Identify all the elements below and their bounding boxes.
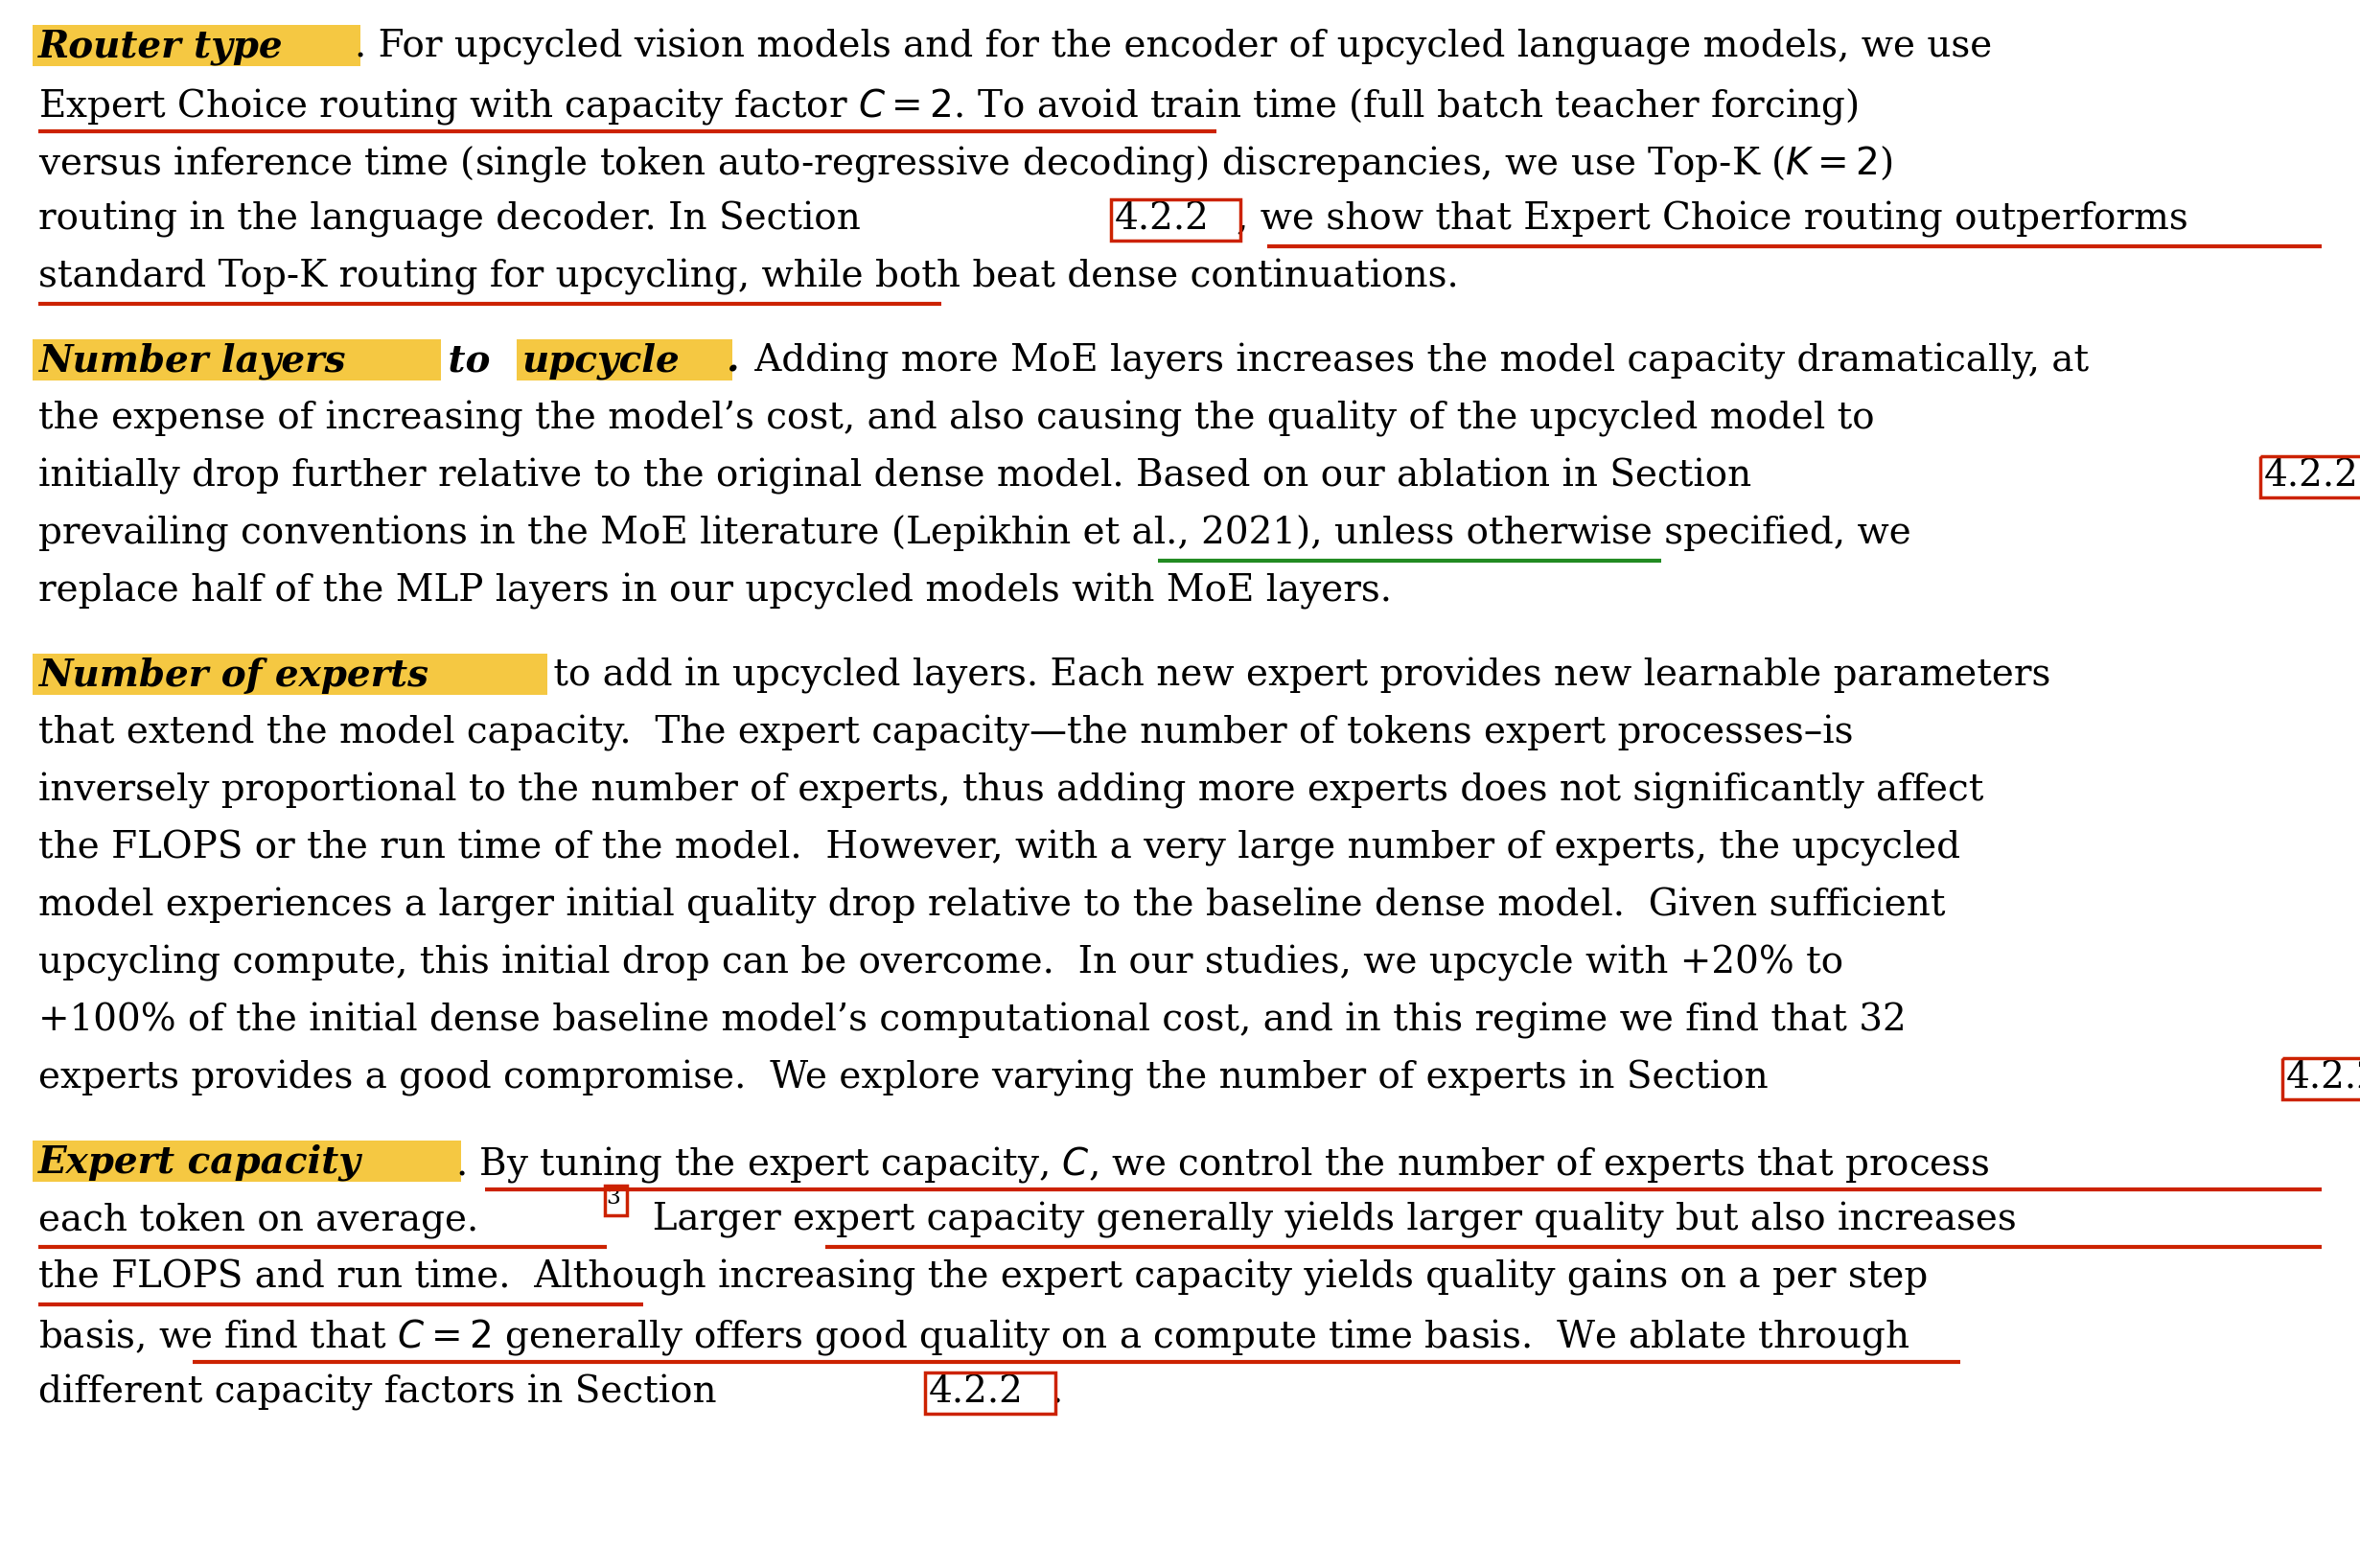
- FancyBboxPatch shape: [517, 339, 732, 381]
- FancyBboxPatch shape: [33, 1140, 460, 1182]
- Text: basis, we find that $C = 2$ generally offers good quality on a compute time basi: basis, we find that $C = 2$ generally of…: [38, 1317, 1909, 1358]
- Text: initially drop further relative to the original dense model. Based on our ablati: initially drop further relative to the o…: [38, 458, 1763, 494]
- Text: the expense of increasing the model’s cost, and also causing the quality of the : the expense of increasing the model’s co…: [38, 401, 1874, 437]
- Text: . For upcycled vision models and for the encoder of upcycled language models, we: . For upcycled vision models and for the…: [354, 28, 1992, 66]
- Text: 4.2.2: 4.2.2: [2287, 1060, 2360, 1096]
- Text: each token on average.: each token on average.: [38, 1203, 479, 1237]
- Text: +100% of the initial dense baseline model’s computational cost, and in this regi: +100% of the initial dense baseline mode…: [38, 1002, 1907, 1040]
- Text: different capacity factors in Section: different capacity factors in Section: [38, 1375, 729, 1411]
- Text: standard Top-K routing for upcycling, while both beat dense continuations.: standard Top-K routing for upcycling, wh…: [38, 259, 1458, 295]
- Text: Number of experts: Number of experts: [38, 657, 430, 695]
- Text: Number layers: Number layers: [38, 343, 345, 379]
- Text: upcycle: upcycle: [522, 343, 680, 379]
- Text: model experiences a larger initial quality drop relative to the baseline dense m: model experiences a larger initial quali…: [38, 887, 1945, 924]
- Text: Router type: Router type: [38, 28, 283, 66]
- FancyBboxPatch shape: [33, 339, 441, 381]
- Text: 4.2.2: 4.2.2: [930, 1375, 1024, 1410]
- Text: Larger expert capacity generally yields larger quality but also increases: Larger expert capacity generally yields …: [628, 1203, 2015, 1239]
- Text: that extend the model capacity.  The expert capacity—the number of tokens expert: that extend the model capacity. The expe…: [38, 715, 1853, 751]
- Text: upcycling compute, this initial drop can be overcome.  In our studies, we upcycl: upcycling compute, this initial drop can…: [38, 946, 1843, 982]
- Text: .: .: [727, 343, 739, 379]
- Text: , we show that Expert Choice routing outperforms: , we show that Expert Choice routing out…: [1237, 201, 2188, 238]
- Text: the FLOPS and run time.  Although increasing the expert capacity yields quality : the FLOPS and run time. Although increas…: [38, 1259, 1928, 1295]
- Text: 4.2.2: 4.2.2: [1114, 201, 1211, 237]
- Text: to add in upcycled layers. Each new expert provides new learnable parameters: to add in upcycled layers. Each new expe…: [543, 657, 2051, 695]
- Text: 3: 3: [607, 1187, 621, 1209]
- Text: routing in the language decoder. In Section: routing in the language decoder. In Sect…: [38, 201, 873, 238]
- Text: . By tuning the expert capacity, $C$, we control the number of experts that proc: . By tuning the expert capacity, $C$, we…: [455, 1145, 1989, 1185]
- Text: the FLOPS or the run time of the model.  However, with a very large number of ex: the FLOPS or the run time of the model. …: [38, 829, 1961, 867]
- Text: prevailing conventions in the MoE literature (Lepikhin et al., 2021), unless oth: prevailing conventions in the MoE litera…: [38, 516, 1912, 552]
- Text: versus inference time (single token auto-regressive decoding) discrepancies, we : versus inference time (single token auto…: [38, 144, 1893, 183]
- Text: experts provides a good compromise.  We explore varying the number of experts in: experts provides a good compromise. We e…: [38, 1060, 1779, 1096]
- Text: .: .: [1050, 1375, 1062, 1410]
- Text: 4.2.2: 4.2.2: [2263, 458, 2360, 494]
- FancyBboxPatch shape: [33, 654, 548, 695]
- FancyBboxPatch shape: [33, 25, 361, 66]
- Text: Adding more MoE layers increases the model capacity dramatically, at: Adding more MoE layers increases the mod…: [743, 343, 2089, 379]
- Text: Expert Choice routing with capacity factor $C = 2$. To avoid train time (full ba: Expert Choice routing with capacity fact…: [38, 86, 1857, 127]
- Text: replace half of the MLP layers in our upcycled models with MoE layers.: replace half of the MLP layers in our up…: [38, 574, 1392, 610]
- Text: to: to: [434, 343, 503, 379]
- Text: Expert capacity: Expert capacity: [38, 1145, 361, 1181]
- Text: inversely proportional to the number of experts, thus adding more experts does n: inversely proportional to the number of …: [38, 773, 1985, 809]
